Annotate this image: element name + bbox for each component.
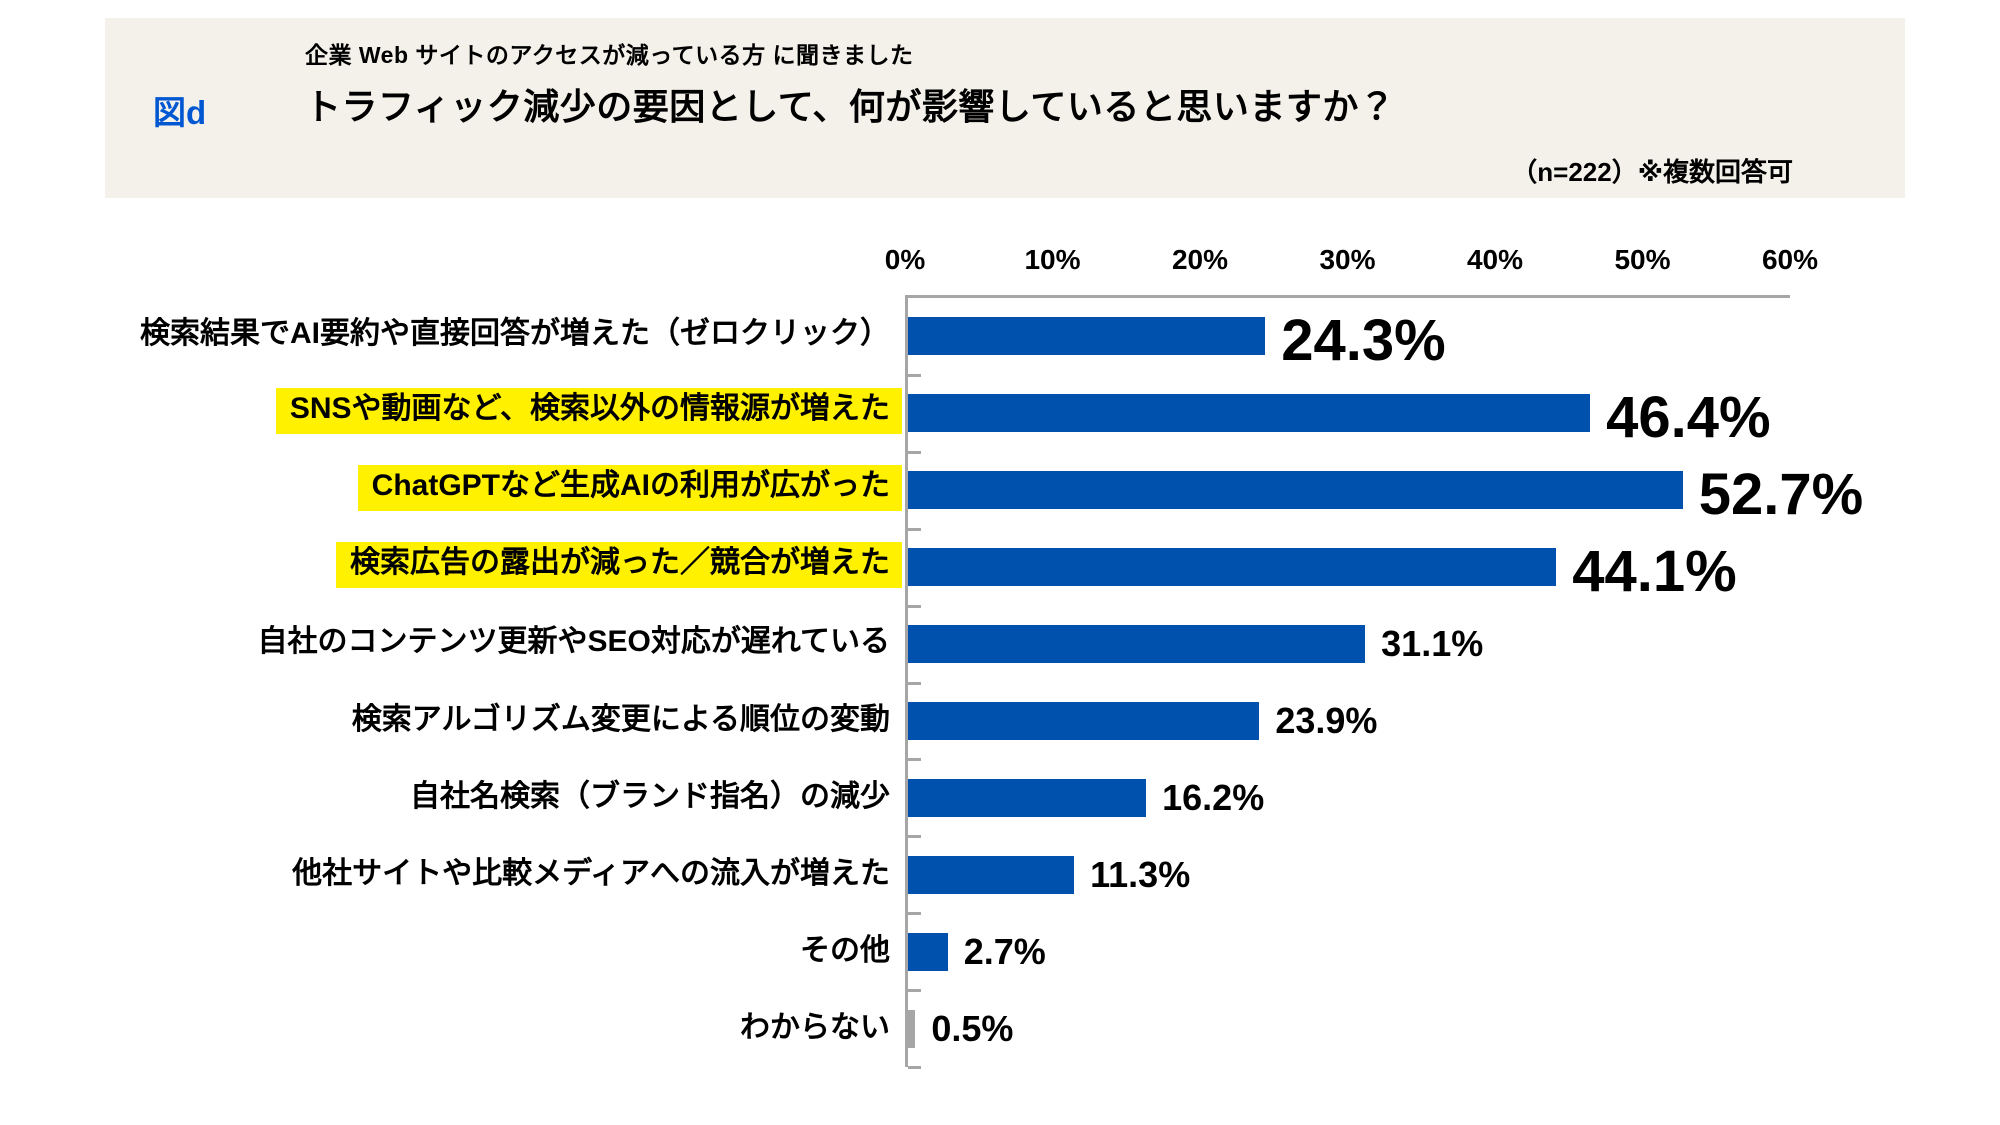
plot-area: 24.3% 46.4% 52.7% 44.1% 31.1% 23.9% 16.2% 11.3%… [905,295,1863,1070]
category-label: 検索アルゴリズム変更による順位の変動 [351,702,890,736]
category-label-highlighted: 検索広告の露出が減った／競合が増えた [336,542,902,589]
x-axis-tick-label: 30% [1319,244,1376,275]
value-label: 52.7% [1698,461,1864,527]
chart-title: トラフィック減少の要因として、何が影響していると思いますか？ [305,86,1396,127]
value-label: 24.3% [1281,307,1446,373]
value-label: 31.1% [1381,623,1484,665]
bar-row: 44.1% [908,529,1790,608]
x-axis-tick-label: 20% [1171,244,1229,275]
x-axis-tick-label: 60% [1761,244,1819,275]
category-row: 検索広告の露出が減った／競合が増えた [0,527,902,604]
axis-tick-mark [908,835,921,839]
category-row: 自社のコンテンツ更新やSEO対応が遅れている [0,604,890,681]
bar-row: 46.4% [908,375,1790,454]
axis-tick-mark [908,527,921,531]
category-row: 他社サイトや比較メディアへの流入が増えた [0,835,890,912]
value-label: 16.2% [1162,776,1265,818]
axis-tick-mark [908,758,921,762]
category-label-highlighted: SNSや動画など、検索以外の情報源が増えた [275,387,902,434]
bar [908,1009,916,1048]
bar [908,855,1075,894]
bar [908,932,948,971]
x-axis-tick-label: 0% [884,244,926,275]
bar [908,778,1147,817]
bar-row: 31.1% [908,606,1790,685]
header-band: 企業 Web サイトのアクセスが減っている方 に聞きました 図d トラフィック減… [105,18,1905,198]
category-row: その他 [0,913,890,990]
axis-tick-mark [908,912,921,916]
axis-tick-mark [908,1066,921,1070]
bar-row: 52.7% [908,452,1863,531]
x-axis-tick-label: 50% [1614,244,1671,275]
axis-tick-mark [908,450,921,454]
value-label: 23.9% [1275,699,1378,741]
bar-row: 16.2% [908,759,1790,839]
value-label: 0.5% [931,1007,1014,1049]
category-row: SNSや動画など、検索以外の情報源が増えた [0,372,902,449]
sample-size-note: （n=222）※複数回答可 [1511,157,1793,187]
axis-tick-mark [908,604,921,608]
value-label: 44.1% [1572,538,1737,604]
bar-row: 24.3% [908,298,1790,377]
figure-label: 図d [153,94,207,131]
bar-row: 11.3% [908,836,1790,916]
axis-tick-mark [908,373,921,377]
bar [908,394,1591,433]
category-label: 検索結果でAI要約や直接回答が増えた（ゼロクリック） [140,316,890,350]
category-label: 自社のコンテンツ更新やSEO対応が遅れている [257,625,890,659]
axis-tick-mark [908,989,921,993]
x-axis-tick-label: 10% [1024,244,1081,275]
category-label: その他 [800,934,890,968]
category-row: ChatGPTなど生成AIの利用が広がった [0,449,902,526]
bar-row: 23.9% [908,683,1790,762]
survey-target-line: 企業 Web サイトのアクセスが減っている方 に聞きました [305,42,914,68]
bar-row: 2.7% [908,913,1790,993]
category-label: 自社名検索（ブランド指名）の減少 [410,779,890,813]
value-label: 11.3% [1090,853,1191,895]
category-label-column: 検索結果でAI要約や直接回答が増えた（ゼロクリック） SNSや動画など、検索以外の… [0,295,902,1067]
x-axis-tick-label: 40% [1466,244,1524,275]
category-row: わからない [0,990,890,1067]
bar [908,701,1260,740]
category-label: わからない [740,1011,890,1045]
bar-row: 0.5% [908,990,1790,1070]
value-label: 2.7% [963,930,1046,972]
bar [908,625,1366,664]
category-label: 他社サイトや比較メディアへの流入が増えた [292,857,890,891]
axis-tick-mark [908,681,921,685]
bar [908,317,1266,356]
category-row: 検索アルゴリズム変更による順位の変動 [0,681,890,758]
category-row: 自社名検索（ブランド指名）の減少 [0,758,890,835]
category-label-highlighted: ChatGPTなど生成AIの利用が広がった [357,465,902,511]
bar [908,471,1683,510]
category-row: 検索結果でAI要約や直接回答が増えた（ゼロクリック） [0,295,890,372]
bar [908,548,1557,587]
x-axis: 0% 10% 20% 30% 40% 50% 60% [885,232,1818,284]
value-label: 46.4% [1606,384,1771,450]
